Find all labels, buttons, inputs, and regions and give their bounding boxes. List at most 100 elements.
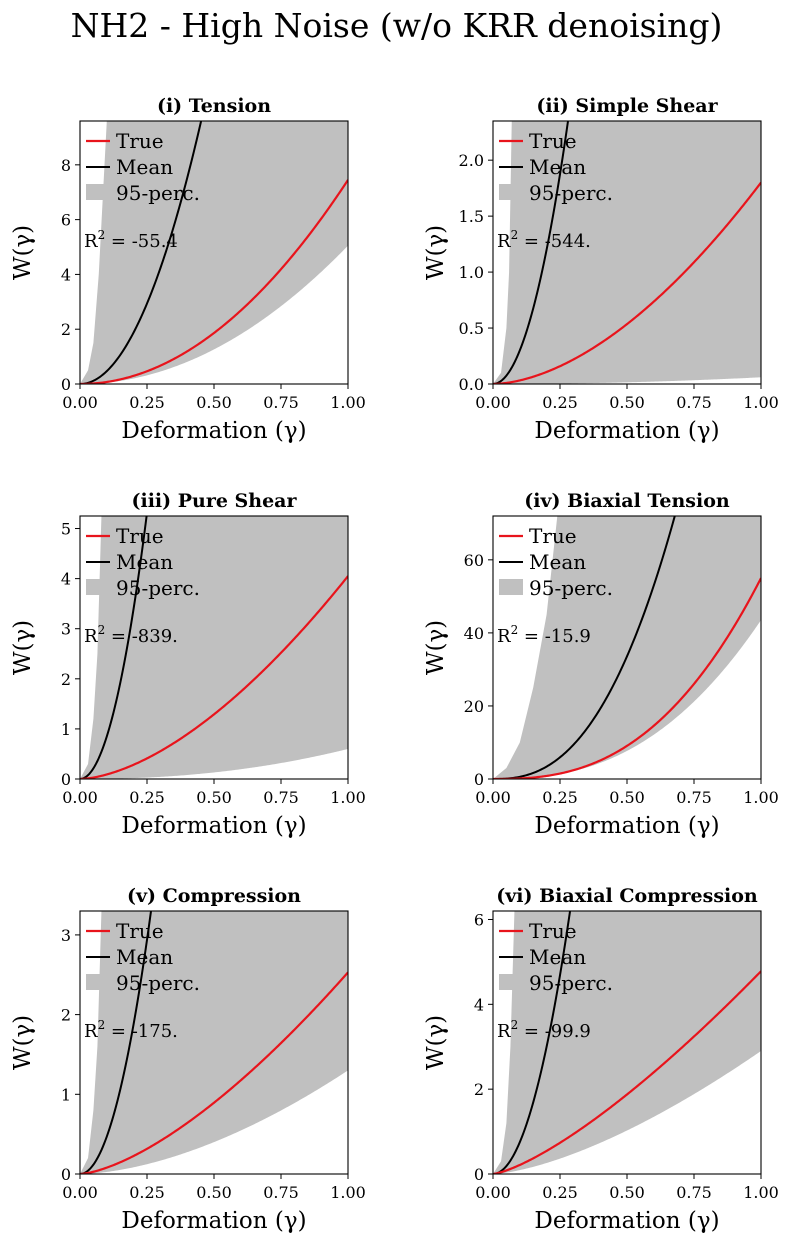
r2-symbol: R xyxy=(497,626,511,647)
legend-band-swatch xyxy=(499,579,523,595)
x-tick-label: 1.00 xyxy=(330,788,366,807)
legend-true-label: True xyxy=(529,129,577,153)
y-axis-label: W(γ) xyxy=(423,620,449,675)
percentile-band xyxy=(80,121,348,384)
percentile-band xyxy=(80,911,348,1174)
subplot-title: (v) Compression xyxy=(127,885,301,907)
y-tick-label: 2 xyxy=(61,320,71,339)
r2-value: = -839. xyxy=(105,626,178,647)
legend-band-label: 95-perc. xyxy=(116,971,200,995)
y-tick-label: 6 xyxy=(474,910,484,929)
mean-line xyxy=(80,121,203,384)
x-axis-label: Deformation (γ) xyxy=(534,813,719,839)
y-tick-label: 2 xyxy=(474,1080,484,1099)
r2-symbol: R xyxy=(497,231,511,252)
legend-band-swatch xyxy=(86,184,110,200)
x-tick-label: 0.75 xyxy=(676,393,712,412)
x-tick-label: 0.25 xyxy=(129,1183,165,1202)
x-tick-label: 0.25 xyxy=(129,393,165,412)
plot-area xyxy=(80,911,348,1174)
x-axis-label: Deformation (γ) xyxy=(534,418,719,444)
x-tick-label: 1.00 xyxy=(743,393,779,412)
y-tick-label: 1.0 xyxy=(459,263,484,282)
legend-band-swatch xyxy=(86,579,110,595)
subplot-1: 0.00 0.25 0.50 0.75 1.00 0 2 4 6 8 (i) Tension Defo… xyxy=(10,95,366,444)
y-axis-label: W(γ) xyxy=(423,1015,449,1070)
y-tick-label: 4 xyxy=(474,995,484,1014)
true-line xyxy=(80,179,348,384)
x-tick-label: 0.25 xyxy=(542,1183,578,1202)
y-axis-label: W(γ) xyxy=(10,620,36,675)
x-tick-label: 0.50 xyxy=(609,788,645,807)
x-axis-label: Deformation (γ) xyxy=(121,813,306,839)
y-tick-label: 8 xyxy=(61,156,71,175)
x-tick-label: 1.00 xyxy=(743,788,779,807)
legend-true-label: True xyxy=(116,919,164,943)
subplot-title: (iii) Pure Shear xyxy=(131,490,297,512)
legend-band-label: 95-perc. xyxy=(116,576,200,600)
r2-value: = -15.9 xyxy=(518,626,591,647)
r2-annotation: R2 = -55.4 xyxy=(84,228,178,252)
r2-annotation: R2 = -839. xyxy=(84,623,178,647)
x-tick-label: 0.00 xyxy=(62,1183,98,1202)
legend-band-swatch xyxy=(86,974,110,990)
y-tick-label: 0 xyxy=(474,770,484,789)
x-tick-label: 0.50 xyxy=(609,393,645,412)
legend-true-label: True xyxy=(116,129,164,153)
legend-mean-label: Mean xyxy=(529,550,586,574)
r2-value: = -99.9 xyxy=(518,1021,591,1042)
mean-line xyxy=(493,911,572,1174)
y-tick-label: 2 xyxy=(61,1006,71,1025)
figure-title: NH2 - High Noise (w/o KRR denoising) xyxy=(70,6,723,45)
r2-symbol: R xyxy=(497,1021,511,1042)
subplot-title: (i) Tension xyxy=(157,95,271,117)
subplot-title: (ii) Simple Shear xyxy=(536,95,718,117)
x-tick-label: 0.75 xyxy=(263,788,299,807)
r2-superscript: 2 xyxy=(98,1018,106,1032)
subplot-6: 0.00 0.25 0.50 0.75 1.00 0 2 4 6 (vi) Biaxial Com… xyxy=(423,885,779,1234)
r2-annotation: R2 = -544. xyxy=(497,228,591,252)
y-tick-label: 0 xyxy=(61,770,71,789)
y-axis-label: W(γ) xyxy=(423,225,449,280)
legend-band-swatch xyxy=(499,974,523,990)
r2-value: = -544. xyxy=(518,231,591,252)
subplot-title: (vi) Biaxial Compression xyxy=(496,885,758,907)
r2-superscript: 2 xyxy=(511,1018,519,1032)
true-line xyxy=(493,970,761,1174)
r2-symbol: R xyxy=(84,1021,98,1042)
legend-mean-label: Mean xyxy=(116,945,173,969)
legend-true-label: True xyxy=(529,919,577,943)
x-tick-label: 0.25 xyxy=(129,788,165,807)
x-tick-label: 0.25 xyxy=(542,393,578,412)
r2-superscript: 2 xyxy=(98,228,106,242)
y-axis-label: W(γ) xyxy=(10,1015,36,1070)
legend-true-label: True xyxy=(529,524,577,548)
legend-mean-label: Mean xyxy=(529,155,586,179)
x-tick-label: 0.75 xyxy=(676,788,712,807)
x-tick-label: 0.50 xyxy=(196,393,232,412)
y-tick-label: 0.0 xyxy=(459,375,484,394)
legend-band-label: 95-perc. xyxy=(529,971,613,995)
y-tick-label: 4 xyxy=(61,265,71,284)
x-axis-label: Deformation (γ) xyxy=(534,1208,719,1234)
x-tick-label: 0.00 xyxy=(62,393,98,412)
legend-mean-label: Mean xyxy=(529,945,586,969)
y-tick-label: 60 xyxy=(464,551,484,570)
y-tick-label: 0 xyxy=(61,1165,71,1184)
plot-area xyxy=(493,516,761,779)
y-tick-label: 0.5 xyxy=(459,319,484,338)
x-tick-label: 0.50 xyxy=(609,1183,645,1202)
r2-annotation: R2 = -99.9 xyxy=(497,1018,591,1042)
legend-band-label: 95-perc. xyxy=(529,576,613,600)
x-tick-label: 1.00 xyxy=(743,1183,779,1202)
x-tick-label: 0.75 xyxy=(263,1183,299,1202)
y-tick-label: 3 xyxy=(61,620,71,639)
y-tick-label: 2.0 xyxy=(459,151,484,170)
x-tick-label: 0.50 xyxy=(196,788,232,807)
y-tick-label: 6 xyxy=(61,211,71,230)
